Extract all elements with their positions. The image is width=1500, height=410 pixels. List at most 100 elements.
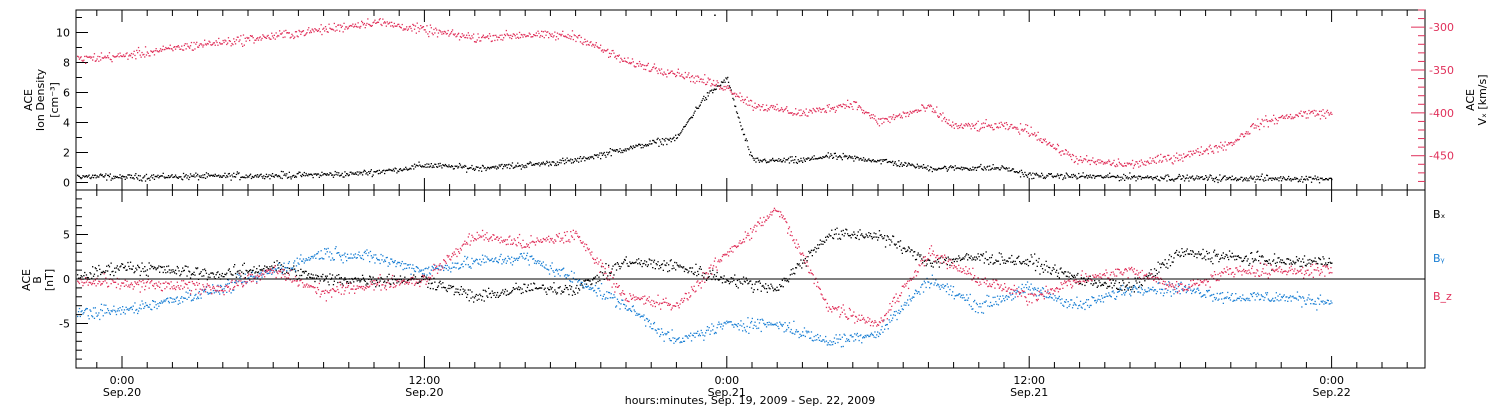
data-point (1056, 269, 1058, 271)
data-point (629, 261, 631, 263)
data-point (165, 272, 167, 274)
data-point (845, 104, 847, 106)
data-point (1240, 133, 1242, 135)
data-point (203, 44, 205, 46)
data-point (1269, 177, 1271, 180)
data-point (978, 256, 980, 258)
data-point (107, 309, 110, 312)
data-point (610, 155, 612, 157)
data-point (183, 44, 185, 47)
data-point (265, 266, 268, 268)
data-point (1133, 291, 1135, 293)
data-point (608, 264, 610, 266)
data-point (1026, 131, 1028, 133)
data-point (806, 115, 808, 117)
data-point (1140, 159, 1142, 161)
data-point (270, 268, 272, 271)
data-point (1149, 274, 1151, 276)
data-point (1295, 178, 1297, 180)
data-point (1183, 180, 1186, 182)
data-point (944, 120, 947, 123)
data-point (913, 251, 915, 253)
data-point (313, 31, 315, 33)
data-point (1253, 259, 1255, 262)
data-point (457, 33, 459, 35)
data-point (327, 31, 329, 33)
data-point (1273, 114, 1275, 116)
data-point (526, 35, 529, 37)
data-point (163, 49, 165, 51)
data-point (457, 167, 459, 169)
data-point (1135, 161, 1137, 163)
data-point (825, 239, 828, 241)
data-point (256, 271, 259, 274)
data-point (649, 259, 651, 261)
data-point (313, 255, 315, 257)
data-point (1280, 116, 1282, 119)
data-point (398, 281, 400, 283)
data-point (770, 283, 772, 285)
data-point (565, 287, 567, 289)
data-point (339, 256, 342, 258)
data-point (392, 168, 395, 170)
data-point (239, 39, 241, 41)
data-point (1006, 124, 1008, 126)
data-point (380, 253, 382, 256)
data-point (131, 56, 133, 59)
data-point (1156, 175, 1158, 177)
data-point (354, 253, 357, 255)
data-point (639, 263, 641, 266)
data-point (811, 156, 813, 158)
data-point (473, 297, 476, 299)
data-point (252, 276, 254, 278)
data-point (1096, 286, 1098, 288)
data-point (1061, 271, 1063, 273)
data-point (1206, 176, 1208, 178)
data-point (189, 47, 191, 49)
data-point (242, 264, 244, 266)
data-point (250, 35, 253, 37)
data-point (771, 159, 773, 161)
data-point (483, 300, 485, 302)
data-point (212, 272, 214, 274)
data-point (969, 167, 971, 170)
data-point (323, 27, 325, 29)
data-point (1220, 257, 1222, 259)
data-point (831, 229, 833, 231)
data-point (520, 292, 522, 295)
data-point (862, 235, 864, 237)
data-point (1313, 109, 1315, 112)
data-point (109, 313, 111, 315)
data-point (471, 291, 473, 293)
data-point (1009, 126, 1011, 128)
data-point (411, 277, 413, 279)
data-point (500, 164, 502, 166)
data-point (114, 56, 116, 58)
data-point (516, 33, 518, 35)
data-point (1078, 281, 1080, 283)
data-point (832, 237, 834, 239)
data-point (225, 40, 227, 42)
data-point (236, 273, 238, 275)
data-point (586, 158, 589, 160)
data-point (696, 275, 698, 277)
data-point (1118, 282, 1120, 284)
data-point (311, 277, 313, 279)
data-point (1138, 175, 1140, 177)
data-point (103, 56, 105, 59)
data-point (846, 105, 848, 108)
data-point (776, 103, 778, 106)
data-point (389, 283, 391, 285)
data-point (77, 174, 79, 176)
data-point (122, 175, 124, 177)
data-point (879, 159, 881, 161)
data-point (744, 139, 746, 142)
data-point (765, 104, 768, 106)
data-point (319, 174, 321, 176)
data-point (844, 154, 846, 157)
data-point (1309, 258, 1311, 261)
data-point (704, 272, 706, 275)
data-point (1266, 174, 1268, 176)
data-point (1282, 176, 1284, 178)
data-point (213, 276, 215, 278)
